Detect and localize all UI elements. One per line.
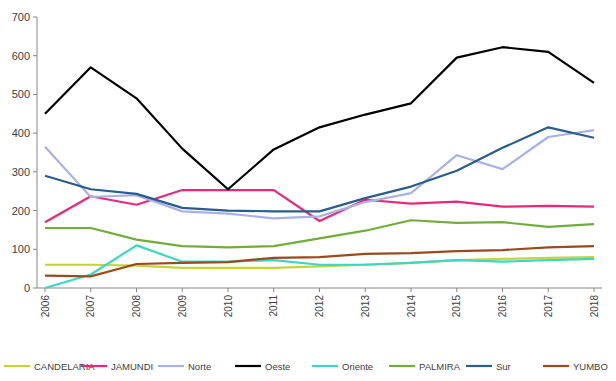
series-line (45, 47, 594, 189)
legend-swatch (543, 365, 569, 367)
legend-label: YUMBO (573, 361, 608, 372)
series-line (45, 220, 594, 247)
legend-label: PALMIRA (419, 361, 461, 372)
y-tick-label: 300 (12, 166, 30, 178)
x-tick-label: 2017 (543, 295, 554, 318)
legend-swatch (81, 365, 107, 367)
legend-swatch (466, 365, 492, 367)
x-tick-label: 2013 (360, 295, 371, 318)
series-line (45, 246, 594, 276)
legend: CANDELARIAJAMUNDINorteOesteOrientePALMIR… (4, 361, 608, 372)
x-tick (411, 288, 412, 292)
y-tick-label: 700 (12, 11, 30, 23)
y-tick-label: 500 (12, 88, 30, 100)
y-tick (33, 133, 37, 134)
y-tick-label: 200 (12, 205, 30, 217)
x-tick (594, 288, 595, 292)
y-tick (33, 55, 37, 56)
y-tick (33, 94, 37, 95)
legend-label: Oriente (342, 361, 373, 372)
legend-swatch (312, 365, 338, 367)
y-axis (37, 17, 38, 288)
legend-label: Oeste (265, 361, 290, 372)
x-tick (319, 288, 320, 292)
legend-label: Sur (496, 361, 511, 372)
y-tick (33, 171, 37, 172)
chart: 0 100 200 300 400 500 600 700 2006 2007 2008 2009 20… (0, 0, 616, 381)
legend-swatch (4, 365, 30, 367)
y-tick (33, 249, 37, 250)
y-tick-label: 0 (24, 282, 30, 294)
series-line (45, 245, 594, 288)
series-line (45, 127, 594, 211)
y-tick-label: 400 (12, 127, 30, 139)
x-tick-label: 2010 (223, 295, 234, 318)
x-tick (365, 288, 366, 292)
x-tick (136, 288, 137, 292)
x-tick-label: 2011 (268, 295, 279, 317)
x-tick (456, 288, 457, 292)
y-tick (33, 17, 37, 18)
x-tick-label: 2015 (451, 295, 462, 318)
legend-swatch (158, 365, 184, 367)
legend-swatch (389, 365, 415, 367)
x-tick-label: 2008 (131, 295, 142, 318)
x-tick (182, 288, 183, 292)
x-tick-label: 2012 (314, 295, 325, 318)
y-tick (33, 288, 37, 289)
legend-label: Norte (188, 361, 211, 372)
y-tick (33, 210, 37, 211)
x-tick-label: 2016 (497, 295, 508, 318)
y-tick-label: 600 (12, 50, 30, 62)
x-tick (228, 288, 229, 292)
legend-label: JAMUNDI (111, 361, 153, 372)
x-tick (90, 288, 91, 292)
x-tick-label: 2007 (85, 295, 96, 318)
x-tick-label: 2006 (40, 295, 51, 318)
x-tick-label: 2009 (177, 295, 188, 318)
plot-lines (45, 47, 594, 288)
x-tick-label: 2018 (589, 295, 600, 318)
legend-swatch (235, 365, 261, 367)
x-tick (502, 288, 503, 292)
y-tick-label: 100 (12, 243, 30, 255)
x-tick-label: 2014 (406, 295, 417, 318)
x-tick (548, 288, 549, 292)
x-tick (273, 288, 274, 292)
